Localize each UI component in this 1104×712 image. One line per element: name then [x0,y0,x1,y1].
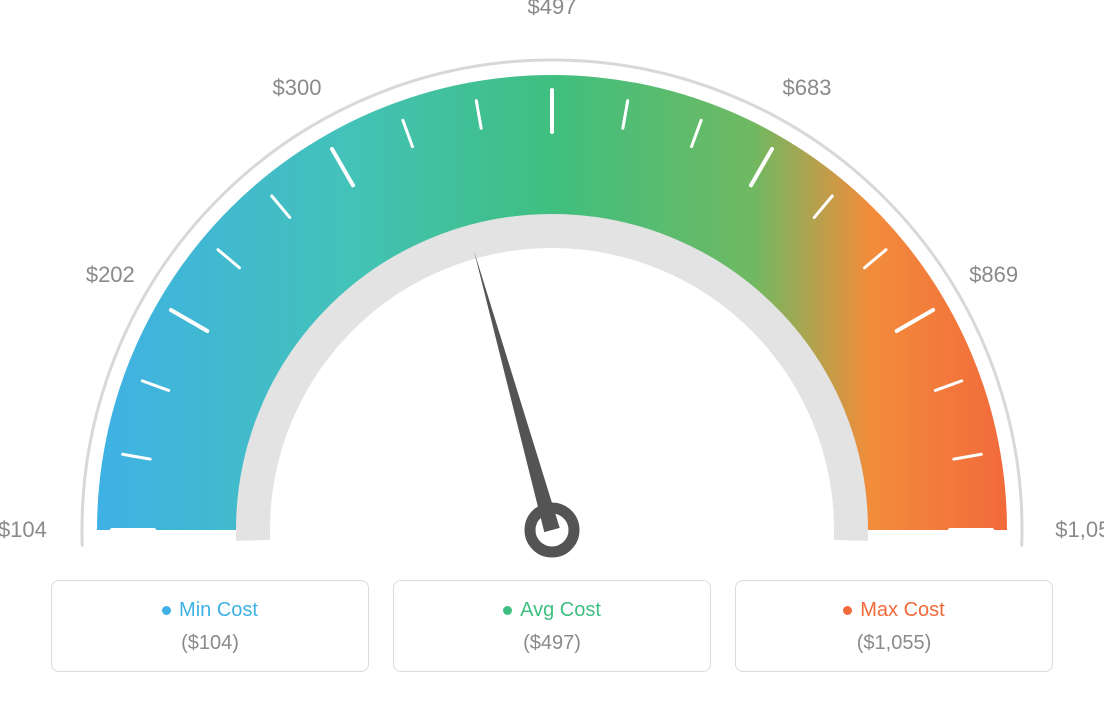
gauge-svg [22,20,1082,560]
gauge-tick-label: $300 [273,75,322,101]
legend-value-avg: ($497) [394,632,710,655]
legend-card-min: Min Cost ($104) [51,580,369,672]
gauge-tick-label: $683 [783,75,832,101]
legend-title-avg: Avg Cost [503,599,601,622]
legend-row: Min Cost ($104) Avg Cost ($497) Max Cost… [20,580,1084,692]
gauge-chart: $104$202$300$497$683$869$1,055 [22,20,1082,570]
gauge-tick-label: $1,055 [1055,517,1104,543]
legend-title-max: Max Cost [843,599,944,622]
legend-card-max: Max Cost ($1,055) [735,580,1053,672]
legend-value-min: ($104) [52,632,368,655]
gauge-tick-label: $497 [528,0,577,20]
legend-card-avg: Avg Cost ($497) [393,580,711,672]
legend-value-max: ($1,055) [736,632,1052,655]
gauge-tick-label: $202 [86,262,135,288]
gauge-tick-label: $104 [0,517,47,543]
gauge-tick-label: $869 [969,262,1018,288]
legend-title-min: Min Cost [162,599,258,622]
